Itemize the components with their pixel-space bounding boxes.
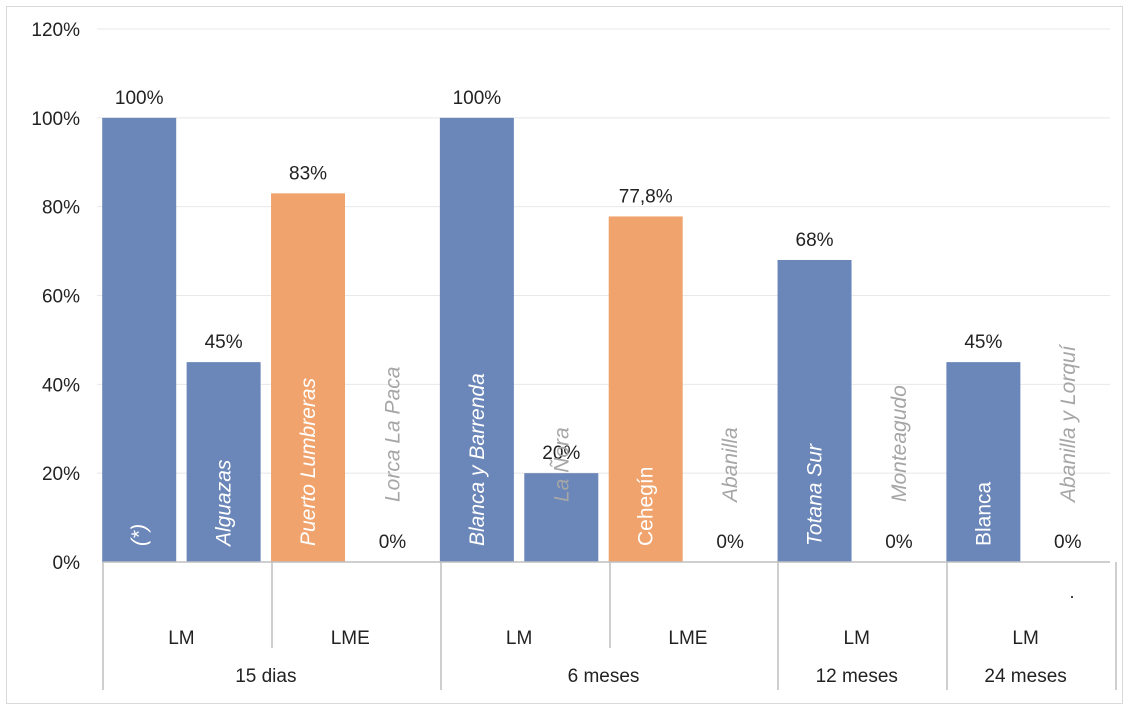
y-tick-label: 120%: [31, 20, 80, 41]
bar-name-label: Abanilla y Lorquí: [1057, 343, 1080, 504]
x-axis: LM LME LM LME LM LM 15 dias 6 meses 12 meses 24 m…: [102, 561, 1117, 690]
bar-name-label: Blanca y Barrenda: [466, 373, 489, 546]
bar: [102, 117, 177, 562]
data-label: 0%: [379, 532, 407, 553]
bar: [608, 216, 683, 562]
y-tick-label: 100%: [31, 109, 80, 130]
bars: [102, 117, 1021, 562]
bar-name-label: Blanca: [972, 481, 995, 546]
data-label: 45%: [964, 332, 1002, 353]
data-label: 77,8%: [619, 186, 673, 207]
x-category-label: LME: [331, 628, 370, 649]
x-category-label: LM: [844, 628, 870, 649]
data-label: 100%: [453, 88, 502, 109]
data-label: 0%: [1054, 532, 1082, 553]
chart-frame: [6, 6, 1123, 704]
bar-name-label: Lorca La Paca: [381, 367, 404, 502]
x-group-label: 12 meses: [816, 666, 898, 687]
bar-name-label: Abanilla: [719, 427, 742, 504]
data-label: 83%: [289, 163, 327, 184]
bar-name-label: Alguazas: [213, 459, 236, 548]
data-label: 68%: [796, 230, 834, 251]
bar: [777, 259, 852, 562]
x-group-label: 24 meses: [984, 666, 1066, 687]
value-labels: 100% (*) 45% Alguazas 83% Puerto Lumbreras 0% L…: [115, 88, 1082, 553]
data-label: 0%: [716, 532, 744, 553]
x-category-label: LME: [668, 628, 707, 649]
y-tick-label: 20%: [42, 464, 80, 485]
x-category-label: LM: [168, 628, 194, 649]
y-axis: 0% 20% 40% 60% 80% 100% 120%: [31, 20, 80, 574]
bar-name-label: La Ñora: [549, 427, 573, 502]
data-label: 100%: [115, 88, 164, 109]
bar-name-label: Cehegín: [635, 467, 658, 546]
x-group-label: 6 meses: [568, 666, 640, 687]
bar-name-label: Puerto Lumbreras: [297, 377, 320, 546]
bar: [186, 362, 261, 562]
stray-dot: .: [1069, 582, 1074, 602]
x-category-label: LM: [506, 628, 532, 649]
bar-name-label: (*): [128, 524, 151, 546]
y-tick-label: 40%: [42, 375, 80, 396]
data-label: 20%: [542, 443, 580, 464]
bar-name-label: Totana Sur: [804, 443, 827, 546]
y-tick-label: 0%: [53, 553, 81, 574]
bar: [946, 362, 1021, 562]
bar: [524, 473, 599, 562]
x-category-label: LM: [1012, 628, 1038, 649]
bar-name-label: Monteagudo: [888, 385, 911, 502]
bar: [439, 117, 514, 562]
data-label: 45%: [205, 332, 243, 353]
y-tick-label: 80%: [42, 198, 80, 219]
x-group-label: 15 dias: [235, 666, 296, 687]
y-tick-label: 60%: [42, 287, 80, 308]
gridlines: [97, 28, 1110, 474]
data-label: 0%: [885, 532, 913, 553]
bar: [271, 193, 346, 562]
